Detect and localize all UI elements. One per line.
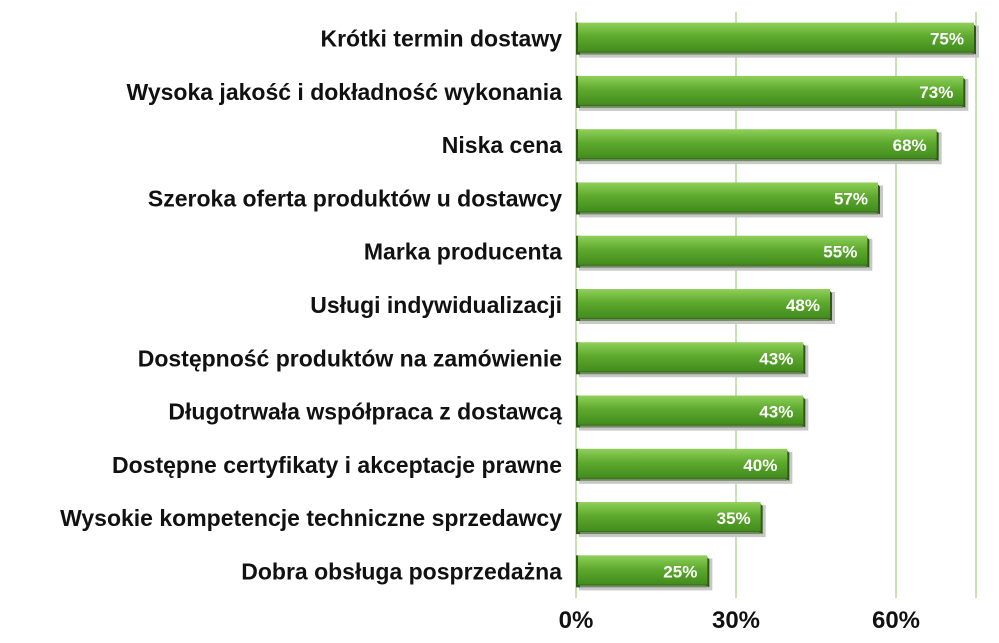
bar-group: 73% xyxy=(576,75,969,111)
value-label: 35% xyxy=(717,509,751,528)
bar xyxy=(578,395,804,426)
bar-bottom-edge xyxy=(578,211,878,215)
x-tick-label: 30% xyxy=(712,607,760,634)
value-label: 57% xyxy=(834,189,868,208)
bar-group: 35% xyxy=(576,502,766,538)
bar xyxy=(578,342,804,373)
category-label: Dostępność produktów na zamówienie xyxy=(138,345,562,371)
bar xyxy=(578,502,761,533)
x-tick-label: 0% xyxy=(559,607,594,634)
value-label: 68% xyxy=(893,136,927,155)
value-label: 43% xyxy=(759,403,793,422)
category-label: Szeroka oferta produktów u dostawcy xyxy=(148,185,562,211)
value-label: 55% xyxy=(823,243,857,262)
bar-group: 48% xyxy=(576,289,835,324)
bar-bottom-edge xyxy=(578,424,804,428)
category-label: Usługi indywidualizacji xyxy=(310,292,562,318)
category-label: Niska cena xyxy=(442,132,562,158)
bar-group: 40% xyxy=(576,448,793,484)
value-label: 75% xyxy=(930,30,964,49)
value-label: 43% xyxy=(759,349,793,368)
bar-bottom-edge xyxy=(578,318,830,321)
category-label: Wysokie kompetencje techniczne sprzedawc… xyxy=(60,505,562,531)
bar-group: 55% xyxy=(576,235,873,271)
bar-group: 43% xyxy=(576,342,809,378)
bar-bottom-edge xyxy=(578,104,964,108)
bar-bottom-edge xyxy=(578,51,974,55)
value-label: 73% xyxy=(919,83,953,102)
bar-bottom-edge xyxy=(578,477,788,481)
category-label: Marka producenta xyxy=(364,239,562,265)
bar-group: 57% xyxy=(576,182,883,218)
bar-bottom-edge xyxy=(578,158,937,162)
bar xyxy=(578,555,708,586)
category-label: Wysoka jakość i dokładność wykonania xyxy=(127,79,563,105)
value-label: 48% xyxy=(786,296,820,315)
category-label: Długotrwała współpraca z dostawcą xyxy=(168,399,562,425)
bar-group: 68% xyxy=(576,129,942,165)
bar xyxy=(578,235,868,266)
bar-group: 25% xyxy=(576,555,713,591)
x-tick-label: 60% xyxy=(872,607,920,634)
value-label: 25% xyxy=(663,562,697,581)
category-label: Dobra obsługa posprzedażna xyxy=(241,558,562,584)
bar-bottom-edge xyxy=(578,264,868,268)
bar-bottom-edge xyxy=(578,531,761,535)
bar xyxy=(578,289,830,319)
bar-bottom-edge xyxy=(578,584,708,588)
bar xyxy=(578,448,788,479)
bar xyxy=(578,75,964,106)
category-label: Dostępne certyfikaty i akceptacje prawne xyxy=(112,452,562,478)
bar-group: 43% xyxy=(576,395,809,431)
bar-group: 75% xyxy=(576,22,979,58)
bar xyxy=(578,182,878,213)
value-label: 40% xyxy=(743,456,777,475)
bar xyxy=(578,129,937,160)
category-label: Krótki termin dostawy xyxy=(320,26,562,52)
bar-bottom-edge xyxy=(578,371,804,375)
bar xyxy=(578,22,974,53)
